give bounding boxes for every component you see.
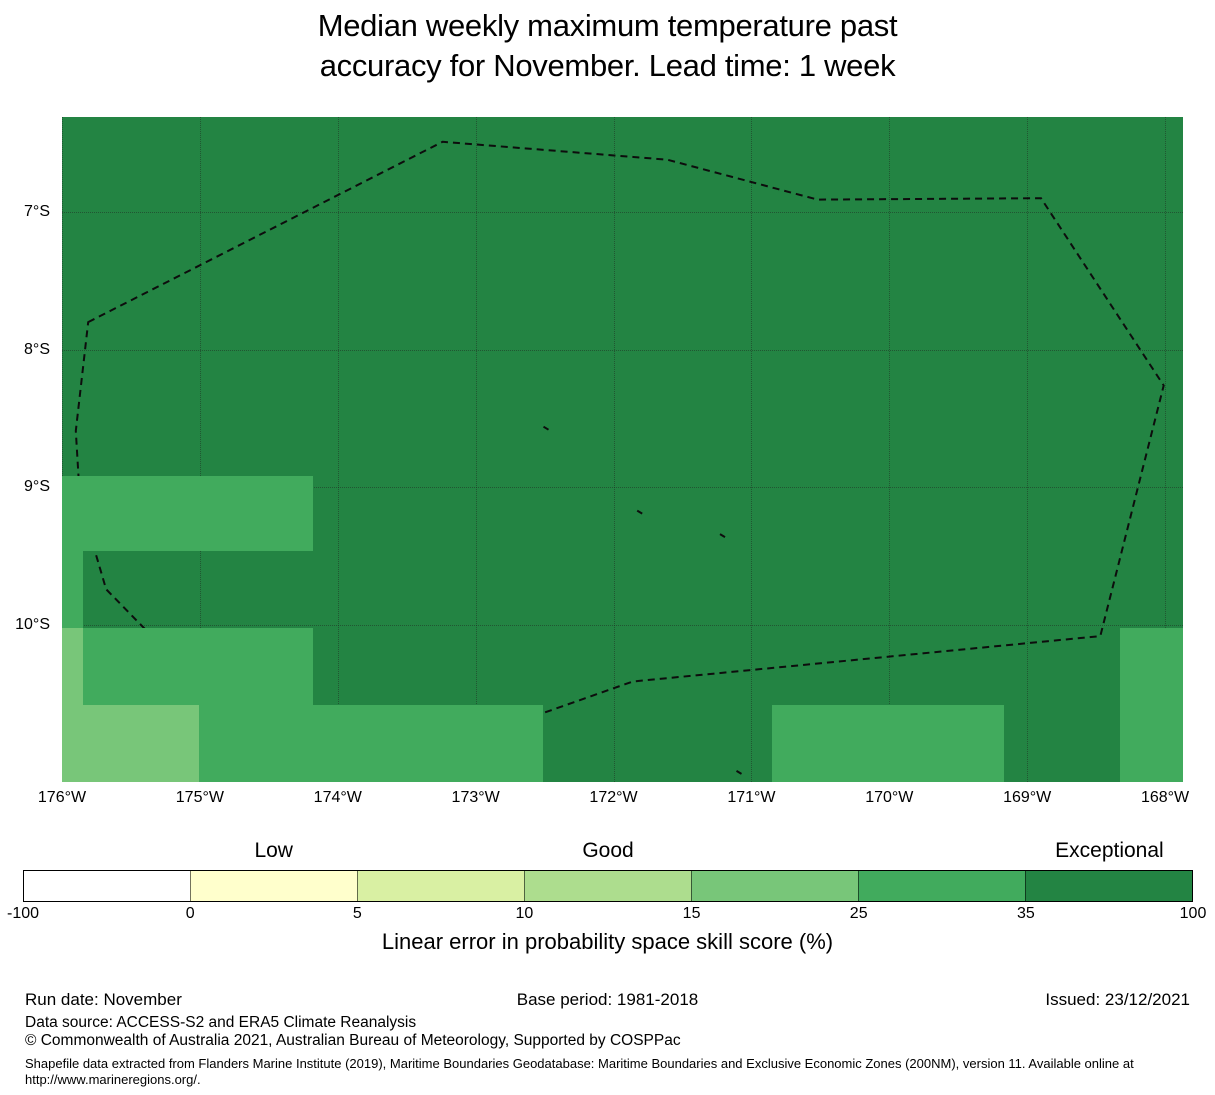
colorbar-tick-label: 25	[849, 905, 868, 922]
colorbar-tick-label: -100	[6, 905, 40, 922]
colorbar-segment	[24, 871, 190, 901]
colorbar-tick-label: 100	[1179, 905, 1207, 922]
latitude-gridline	[62, 625, 1183, 627]
longitude-axis: 176°W 175°W 174°W 173°W 172°W 171°W 170°W 169°W…	[38, 789, 1189, 811]
data-source-label: Data source: ACCESS-S2 and ERA5 Climate …	[25, 1014, 417, 1031]
latitude-axis: 7°S 8°S 9°S 10°S	[0, 117, 56, 782]
colorbar-tick-label: 35	[1016, 905, 1035, 922]
shapefile-attribution-line1: Shapefile data extracted from Flanders M…	[25, 1056, 1134, 1071]
footer-row: Run date: November Base period: 1981-201…	[25, 990, 1190, 1010]
longitude-tick-label: 175°W	[175, 789, 224, 806]
latitude-tick-label: 7°S	[24, 203, 50, 220]
chart-title-line1: Median weekly maximum temperature past	[317, 8, 898, 43]
chart-title-line2: accuracy for November. Lead time: 1 week	[319, 48, 896, 83]
run-date-label: Run date: November	[25, 990, 182, 1009]
colorbar-quality-labels: Low Good Exceptional	[23, 839, 1193, 867]
colorbar-tick-label: 5	[352, 905, 362, 922]
island-mark	[636, 509, 643, 515]
latitude-tick-label: 8°S	[24, 340, 50, 358]
skill-region	[82, 627, 313, 705]
skill-region	[1119, 627, 1183, 782]
base-period-label: Base period: 1981-2018	[516, 990, 699, 1009]
longitude-gridline	[337, 117, 339, 782]
longitude-tick-label: 172°W	[589, 789, 638, 806]
longitude-gridline	[62, 117, 63, 782]
longitude-gridline	[475, 117, 477, 782]
skill-region	[62, 550, 83, 628]
colorbar-caption: Linear error in probability space skill …	[381, 929, 834, 954]
longitude-tick-label: 176°W	[37, 789, 87, 806]
colorbar-quality-label: Low	[254, 839, 293, 862]
colorbar-segment	[858, 871, 1025, 901]
colorbar-tick-labels: -100 0 5 10 15 25 35 100	[7, 905, 1206, 927]
longitude-gridline	[1027, 117, 1029, 782]
colorbar-tick-label: 0	[185, 905, 195, 922]
island-mark	[735, 770, 743, 775]
longitude-gridline	[889, 117, 891, 782]
chart-title: Median weekly maximum temperature past a…	[0, 6, 1215, 86]
island-mark	[719, 533, 726, 538]
latitude-tick-label: 9°S	[24, 478, 50, 496]
latitude-tick-label: 10°S	[15, 616, 50, 634]
skill-region	[772, 704, 1004, 782]
colorbar-tick-label: 10	[515, 905, 534, 922]
skill-region	[198, 704, 544, 782]
longitude-tick-label: 169°W	[1003, 789, 1052, 806]
latitude-gridline	[62, 349, 1183, 351]
longitude-gridline	[199, 117, 201, 782]
shapefile-attribution-line2: http://www.marineregions.org/.	[25, 1072, 201, 1087]
colorbar-segment	[190, 871, 357, 901]
longitude-tick-label: 174°W	[313, 789, 362, 806]
colorbar-segment	[691, 871, 858, 901]
colorbar-segment	[1025, 871, 1192, 901]
longitude-gridline	[613, 117, 615, 782]
map-plot-area	[62, 117, 1183, 782]
copyright-label: © Commonwealth of Australia 2021, Austra…	[25, 1032, 681, 1049]
colorbar-tick-label: 15	[682, 905, 701, 922]
longitude-tick-label: 171°W	[727, 789, 776, 806]
latitude-gridline	[62, 487, 1183, 489]
issued-label: Issued: 23/12/2021	[1045, 990, 1190, 1009]
skill-region	[62, 627, 83, 705]
island-mark	[542, 425, 550, 431]
colorbar-segment	[524, 871, 691, 901]
longitude-tick-label: 168°W	[1140, 789, 1190, 806]
longitude-gridline	[751, 117, 753, 782]
colorbar	[23, 870, 1193, 902]
skill-region	[62, 476, 313, 551]
latitude-gridline	[62, 212, 1183, 213]
colorbar-quality-label: Good	[582, 839, 634, 862]
colorbar-segment	[357, 871, 524, 901]
longitude-tick-label: 173°W	[451, 789, 500, 806]
colorbar-quality-label: Exceptional	[1055, 839, 1164, 862]
skill-region	[62, 704, 199, 782]
longitude-tick-label: 170°W	[865, 789, 914, 806]
longitude-gridline	[1165, 117, 1167, 782]
